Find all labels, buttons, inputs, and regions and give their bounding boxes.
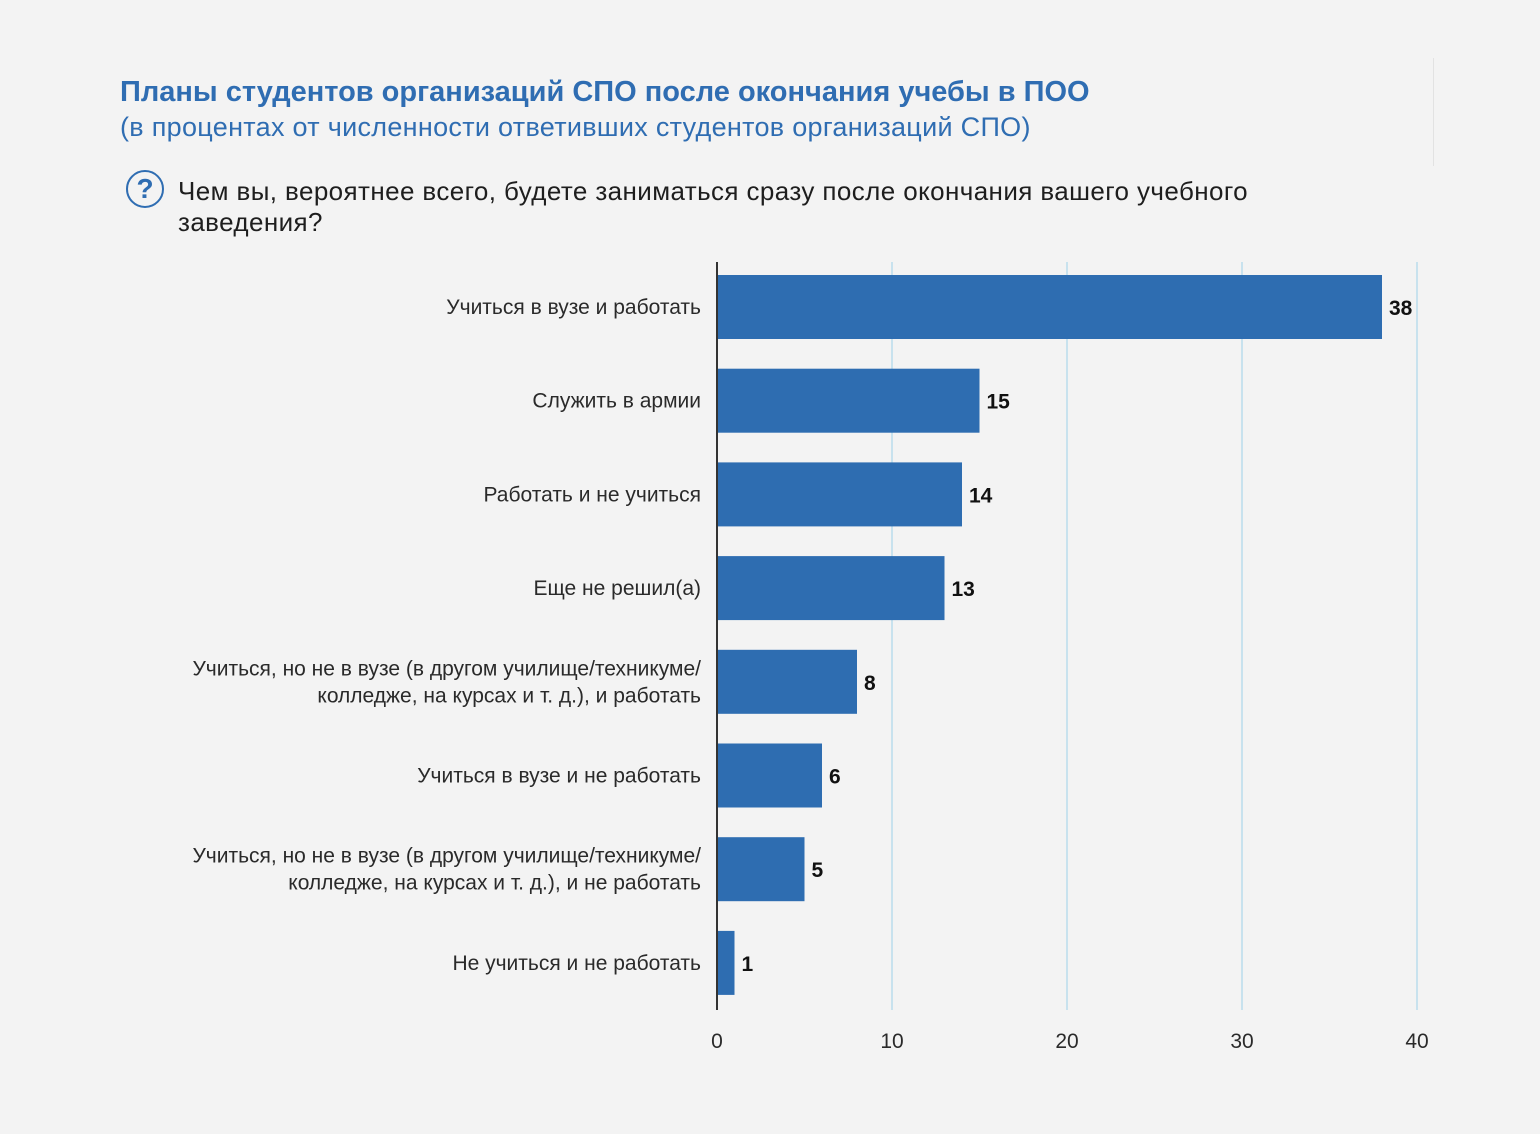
value-label: 6 <box>829 766 841 789</box>
category-label: Учиться, но не в вузе (в другом училище/… <box>192 845 701 868</box>
chart-title: Планы студентов организаций СПО после ок… <box>120 76 1090 108</box>
divider <box>1433 58 1434 166</box>
value-labels: 38 15 14 13 8 6 5 1 <box>742 297 1413 976</box>
x-tick-label: 10 <box>880 1030 903 1053</box>
category-label: колледже, на курсах и т. д.), и работать <box>317 684 701 707</box>
category-label: Учиться в вузе и не работать <box>417 765 701 788</box>
value-label: 38 <box>1389 297 1413 320</box>
x-tick-label: 0 <box>711 1030 723 1053</box>
bar <box>717 743 822 808</box>
value-label: 14 <box>969 484 993 507</box>
x-axis-ticks: 0 10 20 30 40 <box>711 1030 1429 1053</box>
category-labels: Учиться в вузе и работать Служить в армии… <box>192 296 701 975</box>
category-label: колледже, на курсах и т. д.), и не работ… <box>288 872 701 895</box>
question-circle-icon: ? <box>126 170 164 208</box>
x-tick-label: 30 <box>1230 1030 1253 1053</box>
category-label: Учиться в вузе и работать <box>446 296 701 319</box>
value-label: 1 <box>742 953 754 976</box>
bar <box>717 462 962 527</box>
category-label: Еще не решил(а) <box>533 577 701 600</box>
x-tick-label: 40 <box>1405 1030 1428 1053</box>
value-label: 13 <box>952 578 975 601</box>
category-label: Служить в армии <box>532 390 701 413</box>
category-label: Учиться, но не в вузе (в другом училище/… <box>192 657 701 680</box>
value-label: 15 <box>987 391 1011 414</box>
bar <box>717 275 1382 339</box>
bar <box>717 837 805 902</box>
x-tick-label: 20 <box>1055 1030 1078 1053</box>
bar <box>717 556 945 621</box>
survey-question: Чем вы, вероятнее всего, будете занимать… <box>178 176 1249 237</box>
bar <box>717 368 980 433</box>
chart-subtitle: (в процентах от численности ответивших с… <box>120 112 1031 142</box>
value-label: 5 <box>812 859 824 882</box>
value-label: 8 <box>864 672 876 695</box>
bar <box>717 930 735 995</box>
category-label: Не учиться и не работать <box>452 952 701 975</box>
bars <box>717 275 1382 995</box>
bar <box>717 649 857 714</box>
category-label: Работать и не учиться <box>483 483 701 506</box>
